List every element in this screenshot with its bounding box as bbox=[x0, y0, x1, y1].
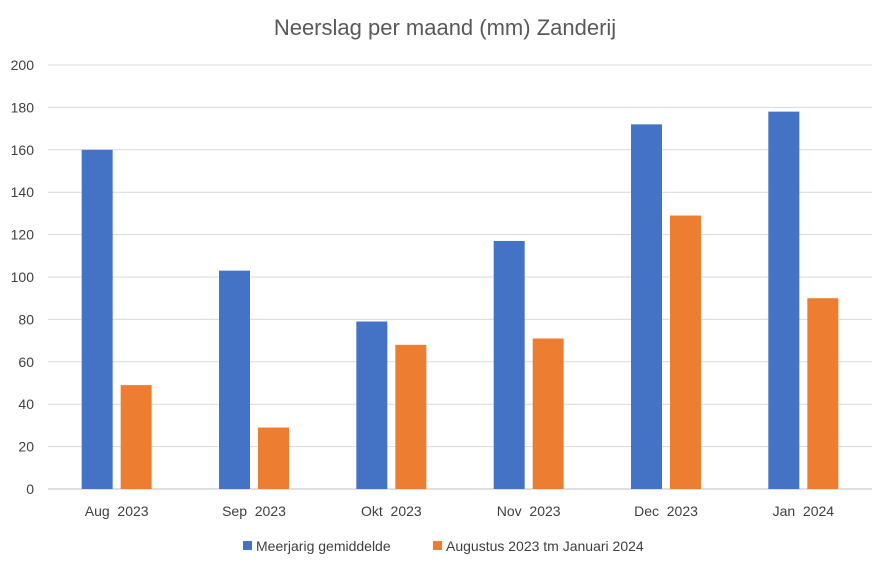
bar-augustus bbox=[807, 298, 839, 489]
y-tick-label: 140 bbox=[11, 184, 35, 200]
y-tick-label: 20 bbox=[18, 439, 34, 455]
y-tick-label: 180 bbox=[11, 99, 35, 115]
y-tick-label: 40 bbox=[18, 396, 34, 412]
bar-meerjarig bbox=[219, 270, 250, 489]
bar-augustus bbox=[258, 427, 289, 489]
bar-augustus bbox=[532, 338, 564, 489]
y-tick-label: 200 bbox=[11, 57, 35, 73]
y-tick-label: 120 bbox=[11, 227, 35, 243]
x-axis: Aug 2023 Sep 2023 Okt 2023 Nov 2023 Dec 2023… bbox=[85, 503, 835, 519]
bar-meerjarig bbox=[631, 124, 662, 490]
y-tick-label: 60 bbox=[18, 354, 34, 370]
bar-meerjarig bbox=[493, 240, 525, 489]
x-tick-label: Jan 2024 bbox=[773, 503, 835, 519]
bar-meerjarig bbox=[356, 321, 388, 489]
legend-label-meerjarig: Meerjarig gemiddelde bbox=[256, 538, 391, 554]
x-tick-label: Sep 2023 bbox=[222, 503, 286, 519]
x-tick-label: Aug 2023 bbox=[85, 503, 149, 519]
legend: Meerjarig gemiddelde Augustus 2023 tm Ja… bbox=[243, 538, 644, 554]
bars bbox=[81, 111, 839, 490]
grid-lines bbox=[48, 64, 872, 490]
x-tick-label: Okt 2023 bbox=[361, 503, 422, 519]
bar-augustus bbox=[120, 385, 152, 489]
legend-swatch-meerjarig bbox=[243, 541, 252, 550]
y-tick-label: 160 bbox=[11, 142, 35, 158]
legend-label-augustus: Augustus 2023 tm Januari 2024 bbox=[446, 538, 644, 554]
bar-meerjarig bbox=[81, 149, 113, 490]
bar-augustus bbox=[670, 215, 701, 489]
y-axis: 0 20 40 60 80 100 120 140 160 180 200 bbox=[11, 57, 35, 497]
y-tick-label: 0 bbox=[26, 481, 34, 497]
legend-swatch-augustus bbox=[433, 541, 442, 550]
x-tick-label: Dec 2023 bbox=[634, 503, 698, 519]
y-tick-label: 80 bbox=[18, 311, 34, 327]
bar-augustus bbox=[395, 344, 427, 489]
y-tick-label: 100 bbox=[11, 269, 35, 285]
bar-meerjarig bbox=[768, 111, 800, 489]
chart-title: Neerslag per maand (mm) Zanderij bbox=[274, 15, 616, 40]
x-tick-label: Nov 2023 bbox=[497, 503, 561, 519]
